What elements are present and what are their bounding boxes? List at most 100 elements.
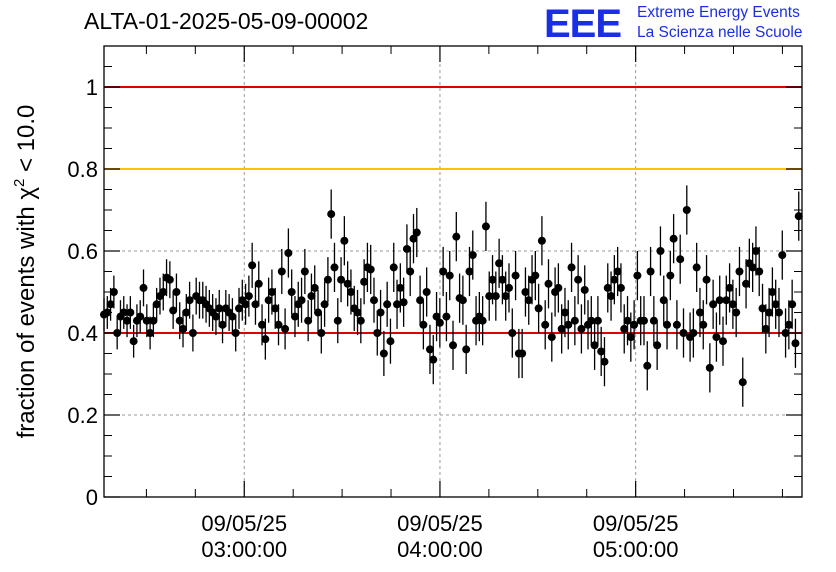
data-point <box>481 222 490 231</box>
data-point <box>597 347 606 356</box>
data-points <box>100 185 803 407</box>
data-point <box>511 271 520 280</box>
data-point <box>432 312 441 321</box>
data-point <box>330 263 339 272</box>
data-point <box>607 292 616 301</box>
chart-title: ALTA-01-2025-05-09-00002 <box>84 8 369 34</box>
data-point <box>778 251 787 260</box>
data-point <box>531 271 540 280</box>
reference-lines <box>104 86 802 334</box>
data-point <box>211 312 220 321</box>
x-tick-time: 03:00:00 <box>201 537 287 562</box>
data-point <box>396 283 405 292</box>
data-point <box>304 316 313 325</box>
data-point <box>106 300 115 309</box>
data-point <box>732 308 741 317</box>
data-point <box>715 296 724 305</box>
data-point <box>768 288 777 296</box>
data-point <box>659 296 668 305</box>
data-point <box>435 318 444 327</box>
data-point <box>695 308 704 317</box>
data-point <box>719 337 728 346</box>
data-point <box>317 329 326 337</box>
data-point <box>649 316 658 325</box>
data-point <box>521 288 530 296</box>
data-point <box>672 320 681 329</box>
data-point <box>159 288 168 296</box>
data-point <box>495 259 504 268</box>
data-point <box>251 300 260 309</box>
data-point <box>119 308 128 317</box>
data-point <box>310 283 319 292</box>
data-point <box>123 316 132 325</box>
data-point <box>172 288 181 296</box>
data-point <box>613 267 622 276</box>
data-point <box>129 337 138 346</box>
data-point <box>669 234 678 243</box>
data-point <box>343 279 352 288</box>
y-axis-label: fraction of events with χ2 < 10.0 <box>11 105 40 439</box>
data-point <box>491 292 500 301</box>
data-point <box>241 300 250 309</box>
data-point <box>508 329 517 337</box>
data-point <box>346 288 355 296</box>
x-tick-date: 09/05/25 <box>593 511 679 536</box>
data-point <box>728 300 737 309</box>
data-point <box>738 378 747 387</box>
data-point <box>504 283 513 292</box>
data-point <box>554 283 563 292</box>
data-point <box>231 329 240 337</box>
data-point <box>735 267 744 276</box>
data-point <box>412 228 421 237</box>
data-point <box>702 275 711 284</box>
data-point <box>340 236 349 245</box>
data-point <box>449 341 458 350</box>
data-point <box>389 263 398 272</box>
data-point <box>623 316 632 325</box>
data-point <box>383 300 392 309</box>
data-point <box>333 316 342 325</box>
data-point <box>537 236 546 245</box>
y-tick-label: 0.8 <box>67 157 98 182</box>
data-point <box>547 333 556 342</box>
data-point <box>228 312 237 321</box>
data-point <box>264 296 273 305</box>
data-point <box>765 308 774 317</box>
data-point <box>406 267 415 276</box>
data-point <box>261 335 270 344</box>
data-point <box>323 275 332 284</box>
data-point <box>666 271 675 280</box>
data-point <box>751 247 760 255</box>
y-tick-label: 0 <box>86 485 98 510</box>
logo-line-2: La Scienza nelle Scuole <box>637 24 803 41</box>
data-point <box>369 296 378 305</box>
data-point <box>277 267 286 276</box>
data-point <box>429 355 438 364</box>
data-point <box>373 329 382 337</box>
data-point <box>139 283 148 292</box>
data-point <box>234 304 243 313</box>
data-point <box>630 320 639 329</box>
data-point <box>689 329 698 337</box>
data-point <box>574 275 583 284</box>
data-point <box>353 308 362 317</box>
data-point <box>126 308 135 317</box>
data-point <box>393 300 402 309</box>
data-point <box>320 300 329 309</box>
data-point <box>488 275 497 284</box>
data-point <box>485 292 494 301</box>
data-point <box>610 275 619 284</box>
data-point <box>646 267 655 276</box>
data-point <box>590 341 599 350</box>
data-point <box>419 320 428 329</box>
data-point <box>284 249 293 258</box>
data-point <box>774 308 783 317</box>
data-point <box>784 320 793 329</box>
axis-ticks: 00.20.40.60.8109/05/2503:00:0009/05/2504… <box>67 46 802 562</box>
data-point <box>748 263 757 272</box>
data-point <box>165 275 174 284</box>
data-point <box>626 333 635 342</box>
data-point <box>501 292 510 301</box>
data-point <box>188 329 197 337</box>
data-point <box>445 271 454 280</box>
